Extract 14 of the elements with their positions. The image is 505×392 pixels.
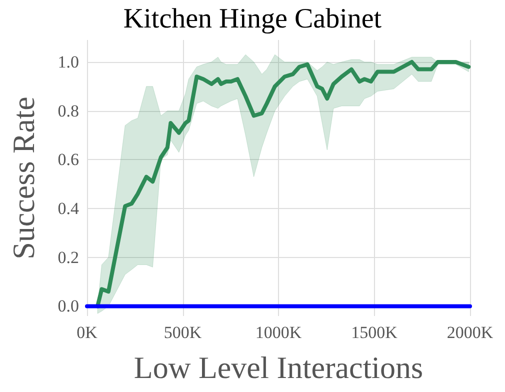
x-tick-label: 500K xyxy=(164,323,202,342)
y-tick-label: 0.4 xyxy=(58,199,80,218)
x-tick-label: 2000K xyxy=(446,323,494,342)
y-tick-label: 0.6 xyxy=(58,150,79,170)
x-tick-label: 1500K xyxy=(351,323,398,342)
x-tick-label: 1000K xyxy=(255,323,302,342)
chart-title: Kitchen Hinge Cabinet xyxy=(123,4,382,34)
y-tick-label: 0.8 xyxy=(58,101,79,120)
x-axis-title: Low Level Interactions xyxy=(134,350,424,385)
y-tick-label: 0.2 xyxy=(58,248,79,267)
x-tick-label: 0K xyxy=(76,323,98,342)
y-tick-label: 0.0 xyxy=(58,296,79,316)
y-tick-label: 1.0 xyxy=(58,52,79,72)
y-axis-title: Success Rate xyxy=(6,96,41,260)
